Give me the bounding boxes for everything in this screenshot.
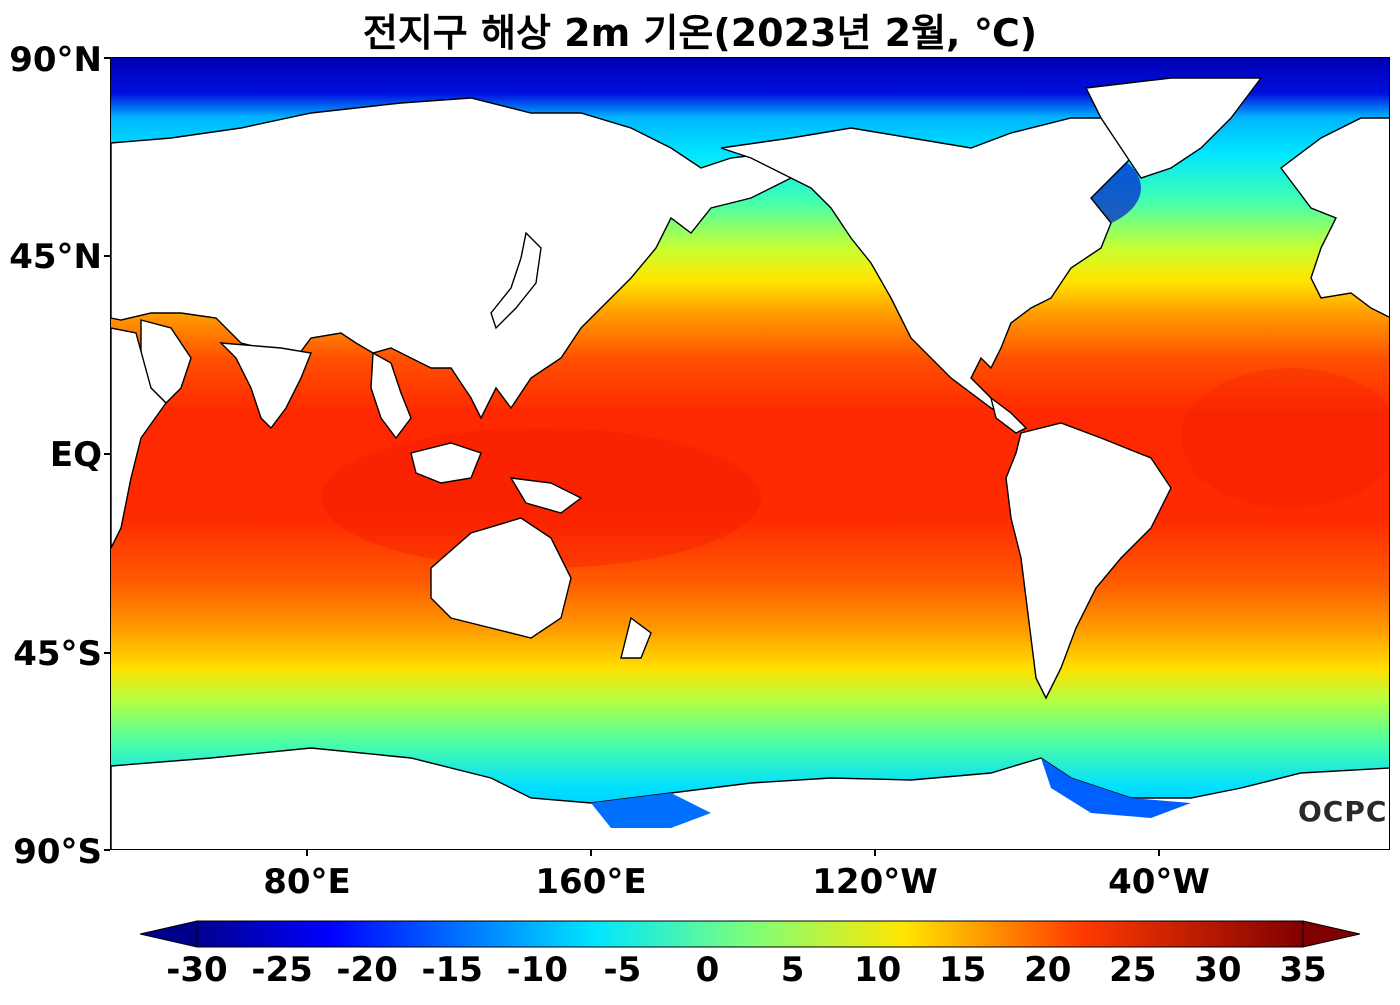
lon-tick	[590, 850, 592, 856]
colorbar-min-extend	[139, 920, 198, 948]
atlantic-warm-region	[1181, 368, 1389, 508]
lat-tick	[104, 57, 110, 59]
indonesia-landmass	[410, 442, 482, 484]
india-landmass	[219, 342, 312, 430]
colorbar-tick-label: -20	[336, 950, 398, 990]
lon-tick	[306, 850, 308, 856]
lat-label-90s: 90°S	[13, 832, 102, 872]
south-america-landmass	[1005, 422, 1172, 700]
lon-tick	[1158, 850, 1160, 856]
colorbar-max-extend	[1302, 920, 1361, 948]
australia-landmass	[430, 517, 572, 639]
colorbar-tick-label: -5	[603, 950, 642, 990]
colorbar	[139, 917, 1361, 955]
weddell-ice-region	[1041, 758, 1191, 818]
lon-label-160e: 160°E	[535, 862, 647, 902]
new-zealand-landmass	[620, 616, 652, 659]
colorbar-tick-label: 35	[1279, 950, 1327, 990]
greenland-landmass	[1084, 77, 1263, 179]
lat-label-45n: 45°N	[9, 237, 102, 277]
lon-label-40w: 40°W	[1108, 862, 1210, 902]
lat-tick	[104, 453, 110, 455]
lat-tick	[104, 255, 110, 257]
lon-tick	[874, 850, 876, 856]
lat-label-90n: 90°N	[9, 40, 102, 80]
lon-label-120w: 120°W	[812, 862, 938, 902]
southeast-asia-landmass	[370, 351, 412, 440]
colorbar-tick-label: 10	[853, 950, 902, 990]
land-masses	[111, 77, 1389, 849]
europe-landmass	[1280, 117, 1389, 318]
colorbar-tick-label: -10	[506, 950, 569, 990]
map-svg	[111, 58, 1389, 849]
ocpc-logo: OCPC	[1298, 795, 1388, 828]
lat-label-45s: 45°S	[13, 634, 102, 674]
map-title: 전지구 해상 2m 기온(2023년 2월, ℃)	[362, 11, 1038, 55]
colorbar-tick-label: 20	[1024, 950, 1072, 990]
lon-label-80e: 80°E	[263, 862, 351, 902]
colorbar-tick-label: 0	[695, 950, 720, 990]
colorbar-tick-label: 5	[780, 950, 805, 990]
antarctica-landmass	[111, 747, 1389, 849]
colorbar-tick-label: -25	[251, 950, 313, 990]
ross-ice-region	[591, 793, 711, 828]
colorbar-tick-label: -30	[166, 950, 228, 990]
colorbar-gradient	[196, 920, 1304, 948]
africa-landmass	[111, 327, 167, 549]
colorbar-tick-label: 15	[939, 950, 987, 990]
colorbar-tick-label: 30	[1194, 950, 1242, 990]
colorbar-tick-label: 25	[1109, 950, 1157, 990]
lat-label-eq: EQ	[49, 435, 102, 475]
lat-tick	[104, 849, 110, 851]
lat-tick	[104, 652, 110, 654]
map-panel	[110, 57, 1390, 850]
colorbar-svg	[139, 920, 1361, 948]
new-guinea-landmass	[509, 477, 583, 514]
north-america-landmass	[720, 117, 1142, 419]
colorbar-tick-label: -15	[421, 950, 483, 990]
central-america-landmass	[989, 396, 1028, 434]
japan-landmass	[490, 231, 542, 330]
